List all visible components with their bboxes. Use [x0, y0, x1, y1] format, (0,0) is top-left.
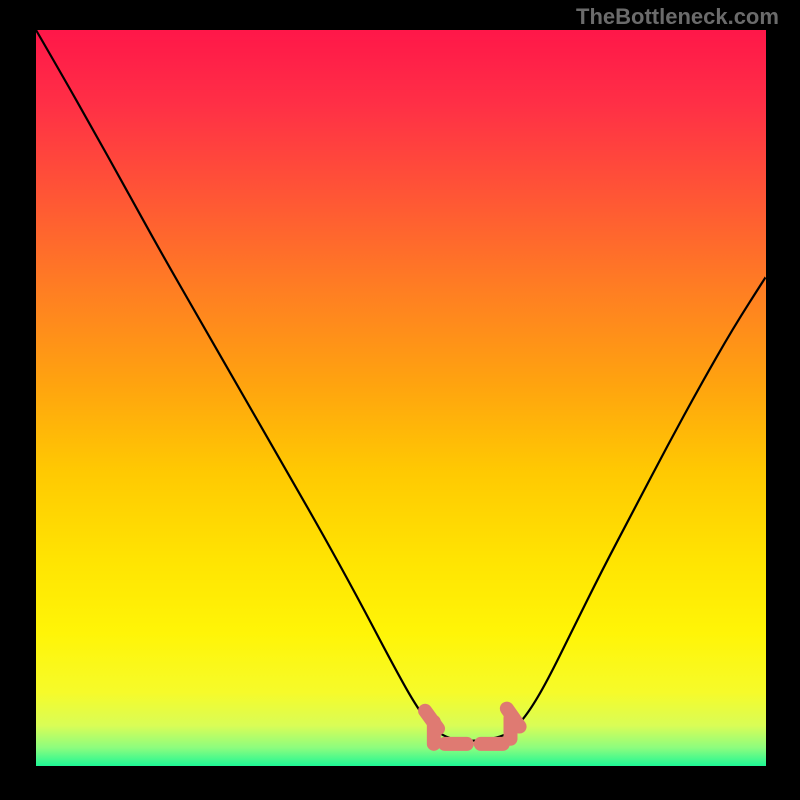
plot-background	[36, 30, 766, 766]
watermark-text: TheBottleneck.com	[576, 4, 779, 30]
chart-stage: TheBottleneck.com	[0, 0, 800, 800]
chart-svg	[0, 0, 800, 800]
